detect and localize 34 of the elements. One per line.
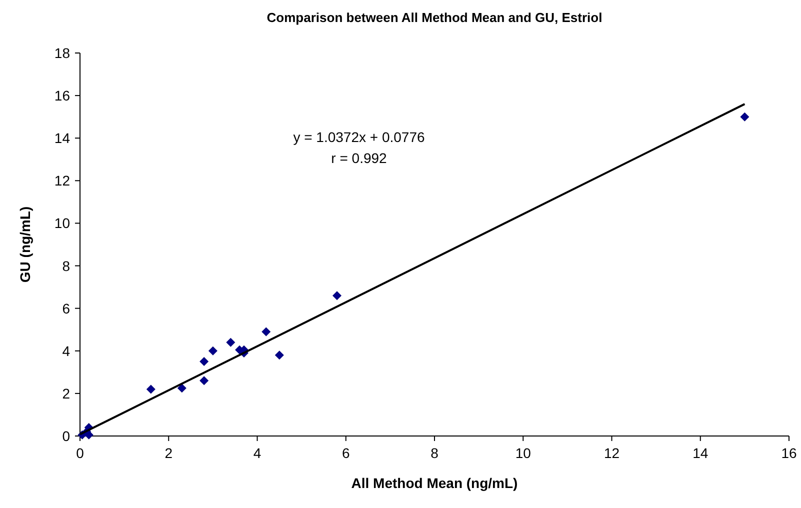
point <box>200 357 209 366</box>
annotation: y = 1.0372x + 0.0776 <box>293 129 425 145</box>
x-tick-label: 16 <box>781 445 797 461</box>
x-tick-label: 0 <box>76 445 84 461</box>
annotation: r = 0.992 <box>331 150 388 166</box>
y-tick-label: 6 <box>62 300 70 316</box>
x-tick-label: 2 <box>164 445 173 461</box>
point <box>208 346 218 356</box>
point <box>200 376 209 386</box>
x-tick-label: 10 <box>515 445 532 461</box>
y-tick-label: 14 <box>54 130 70 146</box>
x-tick-label: 14 <box>692 445 708 461</box>
point <box>274 350 284 360</box>
y-axis-title: GU (ng/mL) <box>17 206 33 283</box>
point <box>177 384 186 393</box>
y-tick-label: 10 <box>54 215 70 232</box>
point <box>262 327 271 336</box>
y-tick-label: 0 <box>62 428 70 444</box>
y-tick-label: 4 <box>62 342 70 359</box>
y-tick-label: 18 <box>54 45 70 61</box>
chart-title: Comparison between All Method Mean and GU, Estriol <box>266 10 602 25</box>
x-tick-label: 6 <box>342 445 350 461</box>
x-axis-title: All Method Mean (ng/mL) <box>351 475 518 491</box>
point <box>146 384 156 394</box>
point <box>740 112 750 122</box>
y-tick-label: 16 <box>54 88 70 104</box>
y-tick-label: 8 <box>62 258 70 274</box>
y-tick-label: 12 <box>54 172 70 189</box>
x-tick-label: 4 <box>253 445 262 461</box>
x-tick-label: 12 <box>604 445 620 461</box>
point <box>332 291 342 300</box>
y-tick-label: 2 <box>62 385 70 402</box>
x-tick-label: 8 <box>430 445 439 461</box>
point <box>226 338 236 347</box>
